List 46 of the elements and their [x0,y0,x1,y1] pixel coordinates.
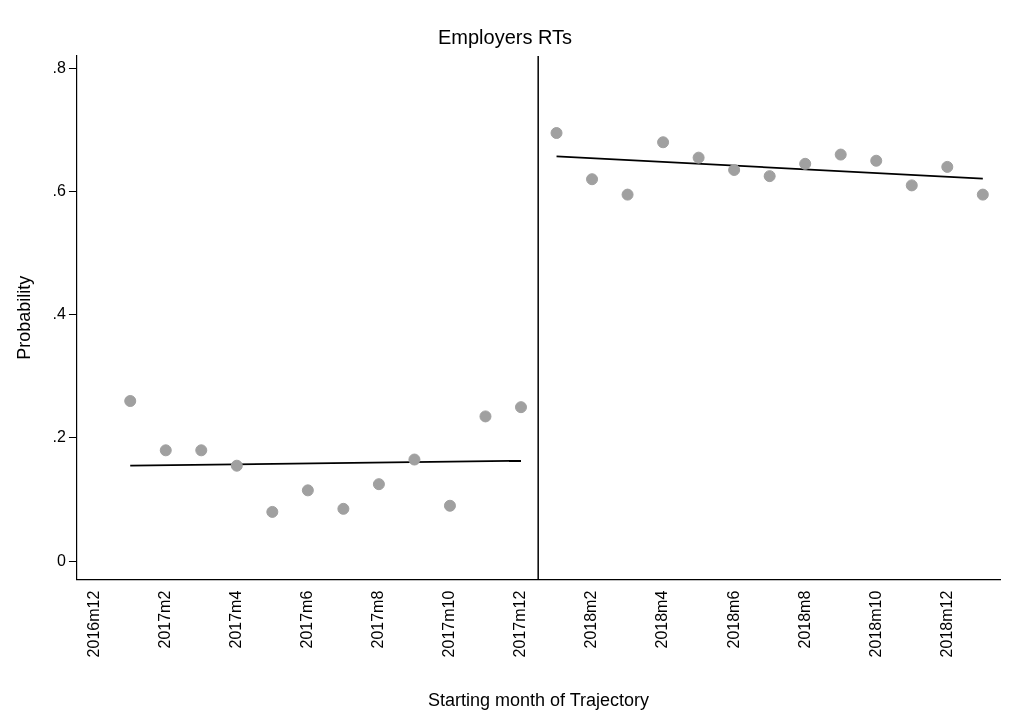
x-tick-label: 2017m4 [227,590,245,649]
point [195,444,208,457]
point [159,444,172,457]
point [301,484,314,497]
point [479,410,492,423]
x-axis-title: Starting month of Trajectory [427,690,650,711]
point [550,127,563,140]
point [230,459,243,472]
point [657,136,670,149]
x-tick-label: 2017m12 [511,590,529,658]
point [586,173,599,186]
x-tick-label: 2017m10 [440,590,458,658]
chart-title: Employers RTs [437,25,573,48]
x-tick-label: 2016m12 [85,590,103,658]
point [799,157,812,170]
y-tick-label: 0 [57,551,67,569]
y-axis-title: Probability [13,275,34,360]
y-tick-label: .2 [52,428,67,446]
point [266,505,279,518]
y-tick-label: .4 [52,305,67,323]
point [870,154,883,167]
point [124,395,137,408]
x-tick-label: 2018m10 [866,590,884,658]
y-tick-label: .6 [52,181,67,199]
point [443,499,456,512]
x-tick-label: 2018m4 [653,590,671,649]
x-tick-label: 2018m6 [724,590,742,649]
point [905,179,918,192]
point [621,188,634,201]
point [372,478,385,491]
x-tick-label: 2017m8 [369,590,387,649]
x-tick-label: 2018m12 [937,590,955,658]
point [763,170,776,183]
point [692,151,705,164]
x-tick-label: 2017m2 [156,590,174,649]
x-tick-label: 2017m6 [298,590,316,649]
point [408,453,421,466]
point [515,401,527,414]
x-tick-label: 2018m8 [795,590,813,649]
point [941,160,954,173]
point [976,188,989,201]
point [728,163,741,176]
x-tick-label: 2018m2 [582,590,600,649]
y-tick-label: .8 [52,58,67,76]
point [834,148,847,161]
point [337,502,350,515]
